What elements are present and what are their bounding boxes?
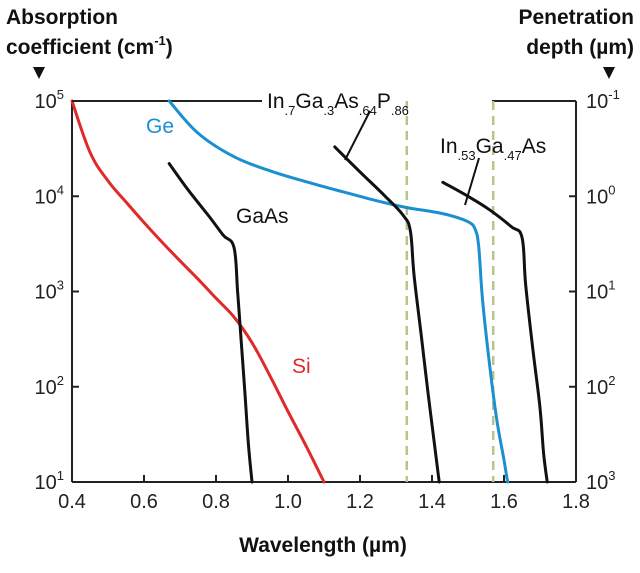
x-tick-label: 1.2 [346,491,374,513]
reference-lines [405,101,495,482]
x-tick-label: 1.6 [490,491,518,513]
ingaasp-as: As [334,90,359,113]
left-arrow-down-icon [33,67,45,79]
left-axis-title-superscript: -1 [154,33,166,48]
right-axis-title-line2: depth (µm) [526,36,634,59]
y2-tick-label: 101 [586,278,615,304]
ticks-group: 0.4 0.6 0.8 1.0 1.2 1.4 1.6 1.8 105 104 103 102 101 1… [35,87,620,513]
ingaasp-p: P [377,90,391,113]
series-line-5 [441,180,549,484]
label-ge: Ge [146,115,174,138]
series-line-1 [70,99,326,484]
ingaasp-sub4: .86 [391,103,409,118]
y-tick-label: 103 [35,278,64,304]
series-group [70,99,549,484]
ingaasp-ga: Ga [295,90,323,113]
x-tick-label: 1.0 [274,491,302,513]
left-axis-title-close: ) [166,36,173,59]
label-ingaas: In.53Ga.47As [440,135,546,163]
left-axis-title-line2: coefficient (cm-1) [6,33,173,59]
right-arrow-down-icon [603,67,615,79]
right-axis-title-line1: Penetration [518,6,634,29]
ingaas-sub1: .53 [458,148,476,163]
y-tick-label: 104 [35,182,64,208]
x-tick-label: 0.4 [58,491,86,513]
x-tick-label: 0.6 [130,491,158,513]
x-tick-label: 0.8 [202,491,230,513]
ingaasp-leader-line [344,110,371,161]
ingaasp-sub2: .3 [323,103,334,118]
y2-tick-label: 10-1 [586,87,620,113]
ingaasp-sub3: .64 [359,103,377,118]
y2-tick-label: 103 [586,468,615,494]
y-tick-label: 102 [35,373,64,399]
series-line-2 [167,99,510,484]
x-tick-label: 1.4 [418,491,446,513]
label-si: Si [292,355,311,378]
ingaas-in: In [440,135,458,158]
y-tick-label: 105 [35,87,64,113]
series-line-3 [167,162,254,484]
y2-tick-label: 100 [586,182,615,208]
ingaas-ga: Ga [476,135,504,158]
y-tick-label: 101 [35,468,64,494]
ingaas-leader-line [464,157,480,206]
series-line-4 [333,145,441,484]
x-axis-title: Wavelength (µm) [239,534,407,557]
x-tick-label: 1.8 [562,491,590,513]
ingaasp-sub1: .7 [285,103,296,118]
label-ingaasp: In.7Ga.3As.64P.86 [267,90,409,118]
ingaasp-in: In [267,90,285,113]
label-gaas: GaAs [236,205,289,228]
ingaas-as: As [522,135,547,158]
left-axis-title-text: coefficient (cm [6,36,154,59]
plot-frame [71,100,577,483]
y2-tick-label: 102 [586,373,615,399]
left-axis-title-line1: Absorption [6,6,118,29]
ingaas-sub2: .47 [504,148,522,163]
